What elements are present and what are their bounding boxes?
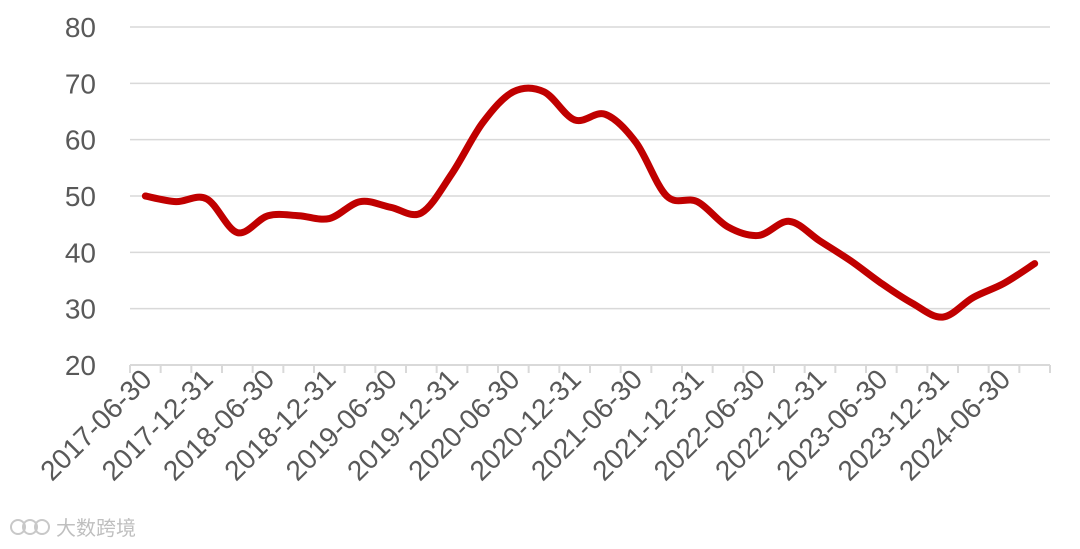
y-tick-label: 50 bbox=[65, 181, 96, 212]
y-tick-label: 80 bbox=[65, 12, 96, 43]
x-tick-labels: 2017-06-302017-12-312018-06-302018-12-31… bbox=[34, 363, 1016, 486]
gridlines bbox=[130, 26, 1050, 310]
series-line bbox=[141, 84, 1039, 321]
y-tick-label: 40 bbox=[65, 237, 96, 268]
watermark-text: 大数跨境 bbox=[56, 516, 136, 540]
series-lines bbox=[141, 84, 1039, 321]
x-axis bbox=[129, 364, 1051, 373]
watermark-logo-icon bbox=[10, 519, 50, 535]
y-tick-labels: 20 30 40 50 60 70 80 bbox=[65, 12, 96, 381]
watermark: 大数跨境 bbox=[10, 516, 136, 540]
y-tick-label: 30 bbox=[65, 294, 96, 325]
y-tick-label: 60 bbox=[65, 125, 96, 156]
y-tick-label: 70 bbox=[65, 68, 96, 99]
y-tick-label: 20 bbox=[65, 350, 96, 381]
